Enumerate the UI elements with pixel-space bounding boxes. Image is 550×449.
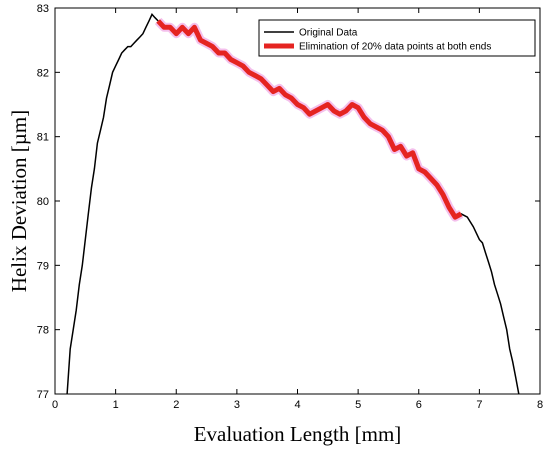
x-axis-title: Evaluation Length [mm] — [194, 422, 402, 446]
legend-label-trimmed: Elimination of 20% data points at both e… — [299, 42, 491, 53]
series-layer — [66, 13, 520, 395]
y-tick-label: 78 — [37, 325, 49, 337]
x-tick-label: 3 — [234, 399, 240, 411]
series-trimmed-line — [156, 19, 463, 220]
y-tick-label: 77 — [37, 389, 49, 401]
plot-frame — [54, 7, 541, 395]
y-axis-title: Helix Deviation [µm] — [7, 110, 31, 292]
y-tick-label: 83 — [37, 3, 49, 15]
x-tick-label: 5 — [355, 399, 361, 411]
legend: Original Data Elimination of 20% data poi… — [258, 19, 536, 57]
legend-label-original: Original Data — [299, 28, 358, 39]
x-tick-label: 0 — [52, 399, 58, 411]
y-tick-label: 80 — [37, 196, 49, 208]
x-tick-label: 6 — [416, 399, 422, 411]
y-tick-label: 79 — [37, 260, 49, 272]
y-tick-label: 82 — [37, 67, 49, 79]
legend-box — [258, 19, 536, 57]
y-tick-label: 81 — [37, 132, 49, 144]
x-tick-label: 2 — [173, 399, 179, 411]
x-tick-label: 1 — [113, 399, 119, 411]
x-tick-label: 7 — [476, 399, 482, 411]
x-tick-label: 4 — [294, 399, 300, 411]
x-tick-label: 8 — [537, 399, 543, 411]
